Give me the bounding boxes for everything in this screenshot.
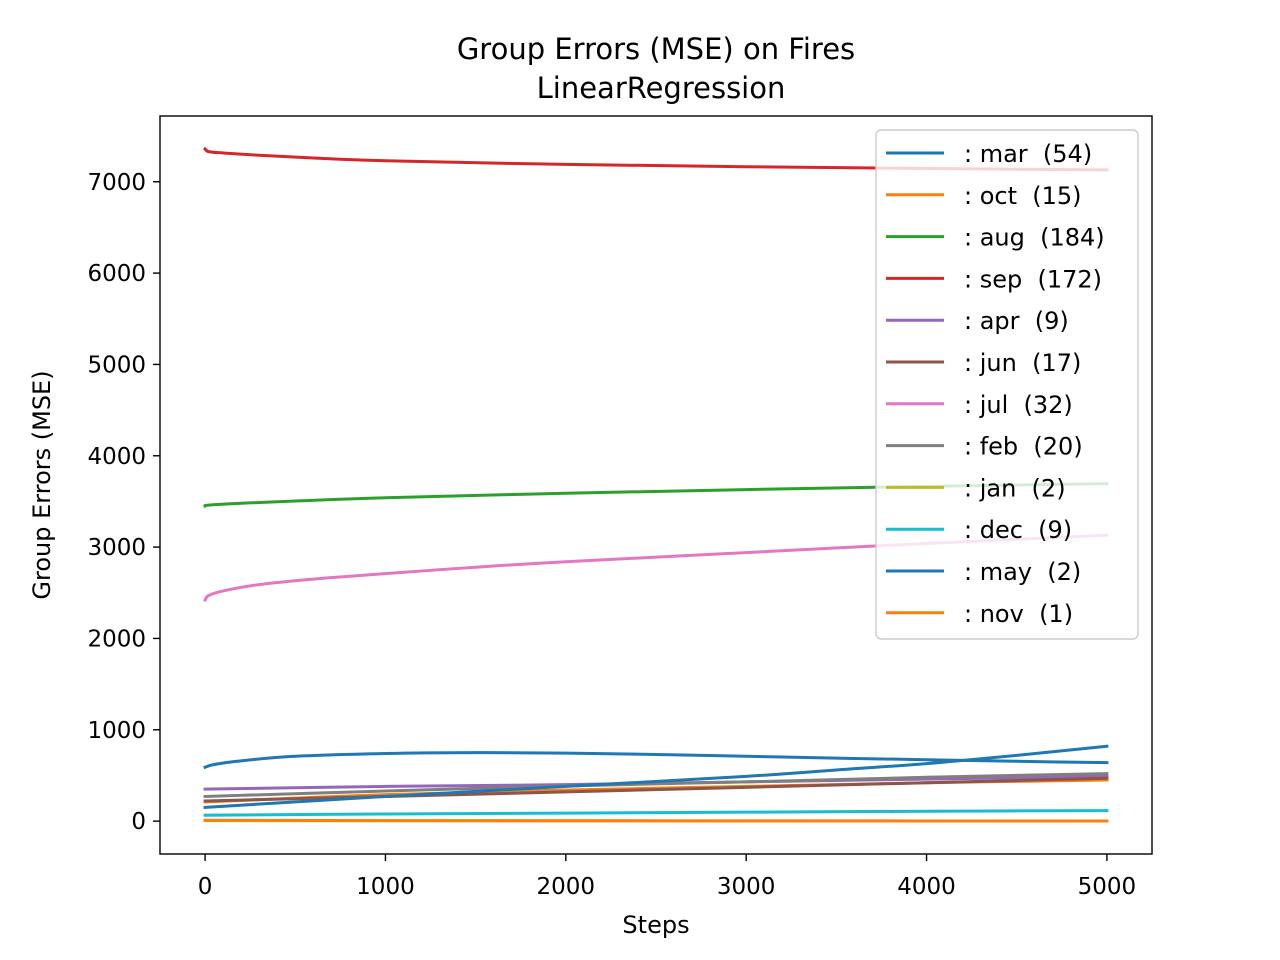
y-axis-ticks: 0 1000 2000 3000 4000 5000 6000 7000: [87, 170, 160, 835]
legend-label-feb-20: : feb (20): [964, 433, 1083, 461]
x-tick-label: 1000: [356, 874, 415, 900]
plot-area-frame: [159, 115, 1153, 855]
series-layer: [202, 146, 1109, 823]
x-axis-label: Steps: [622, 911, 689, 939]
chart-title: Group Errors (MSE) on Fires: [457, 32, 855, 66]
y-axis-label: Group Errors (MSE): [28, 370, 56, 599]
y-tick-label: 2000: [87, 626, 146, 652]
y-tick-label: 6000: [87, 261, 146, 287]
series-line-dec-9: [203, 809, 1109, 817]
x-tick-label: 5000: [1078, 874, 1137, 900]
legend-frame: [875, 129, 1139, 640]
legend-label-sep-172: : sep (172): [964, 265, 1102, 293]
x-tick-label: 4000: [897, 874, 956, 900]
legend-label-jan-2: : jan (2): [964, 474, 1066, 502]
x-axis-ticks: 0 1000 2000 3000 4000 5000: [198, 854, 1136, 900]
x-tick-label: 0: [198, 874, 213, 900]
x-tick-label: 2000: [537, 874, 596, 900]
chart-subtitle: LinearRegression: [537, 71, 786, 105]
y-tick-label: 4000: [87, 444, 146, 470]
y-tick-label: 0: [131, 809, 146, 835]
y-tick-label: 5000: [87, 352, 146, 378]
series-line-nov-1: [203, 818, 1109, 823]
legend-label-aug-184: : aug (184): [964, 224, 1105, 252]
legend-label-mar-54: : mar (54): [964, 140, 1092, 168]
series-line-feb-20: [203, 772, 1109, 799]
legend-label-oct-15: : oct (15): [964, 182, 1082, 210]
legend-label-nov-1: : nov (1): [964, 600, 1073, 628]
y-tick-label: 1000: [87, 718, 146, 744]
series-line-may-2: [203, 744, 1109, 810]
y-tick-label: 7000: [87, 170, 146, 196]
legend-label-apr-9: : apr (9): [964, 307, 1069, 335]
x-tick-label: 3000: [717, 874, 776, 900]
legend-label-jun-17: : jun (17): [964, 349, 1081, 377]
legend-label-jul-32: : jul (32): [964, 391, 1073, 419]
y-tick-label: 3000: [87, 535, 146, 561]
legend: : mar (54) : oct (15) : aug (184) : sep (17…: [875, 129, 1139, 640]
series-line-mar-54: [203, 751, 1109, 770]
legend-label-dec-9: : dec (9): [964, 516, 1072, 544]
legend-label-may-2: : may (2): [964, 558, 1081, 586]
